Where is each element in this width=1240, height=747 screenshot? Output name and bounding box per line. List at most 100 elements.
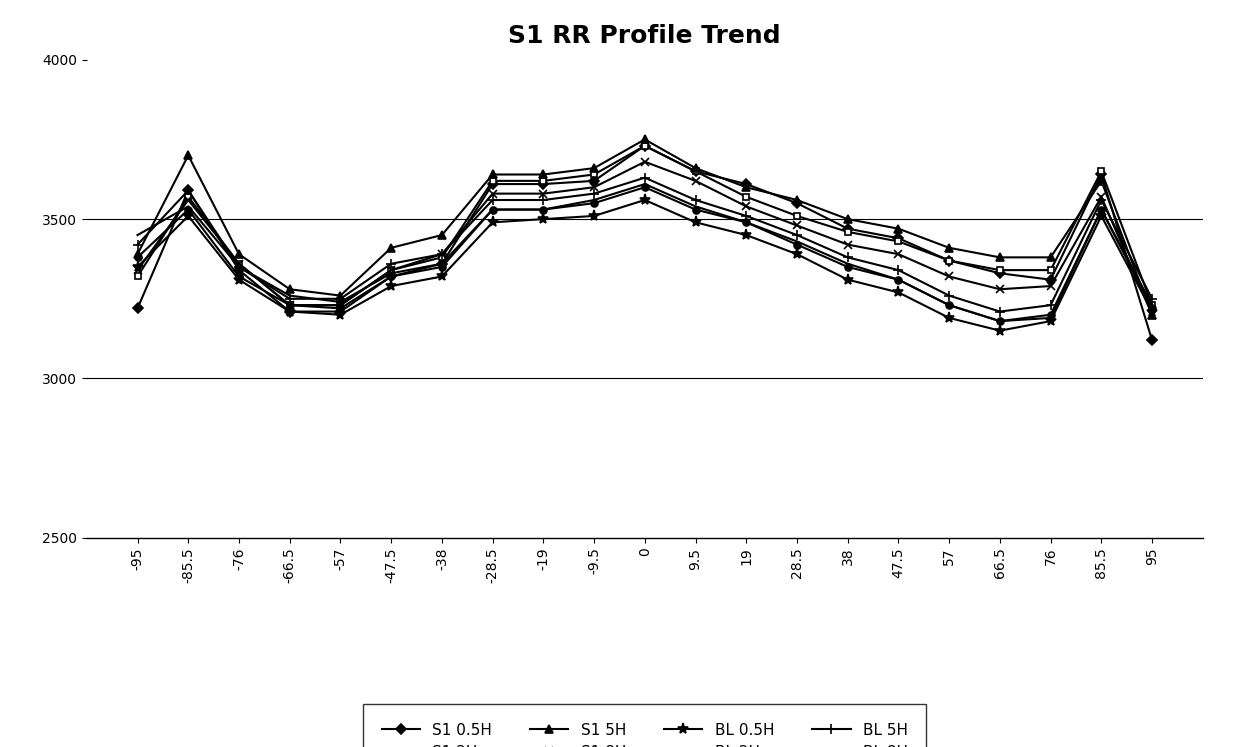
BL 8H — [383, 269, 398, 278]
S1 5H — [992, 253, 1007, 262]
S1 8H — [790, 221, 805, 230]
S1 0.5H — [1094, 170, 1109, 179]
BL 8H — [892, 275, 906, 284]
BL 5H — [485, 196, 500, 205]
S1 8H — [283, 301, 298, 310]
S1 2H — [283, 301, 298, 310]
BL 2H — [1043, 310, 1058, 319]
S1 2H — [992, 266, 1007, 275]
BL 8H — [283, 291, 298, 300]
BL 8H — [181, 202, 196, 211]
BL 0.5H — [283, 307, 298, 316]
S1 8H — [587, 183, 601, 192]
BL 0.5H — [587, 211, 601, 220]
BL 0.5H — [739, 231, 754, 240]
BL 2H — [1145, 304, 1159, 313]
BL 5H — [841, 253, 856, 262]
BL 8H — [1145, 301, 1159, 310]
S1 8H — [181, 196, 196, 205]
BL 8H — [434, 259, 449, 268]
S1 8H — [1043, 282, 1058, 291]
BL 2H — [283, 301, 298, 310]
BL 2H — [739, 218, 754, 227]
S1 8H — [841, 240, 856, 249]
S1 0.5H — [1043, 275, 1058, 284]
BL 8H — [232, 262, 247, 271]
BL 2H — [536, 205, 551, 214]
BL 5H — [739, 211, 754, 220]
Line: BL 5H: BL 5H — [133, 173, 1157, 317]
BL 5H — [1094, 196, 1109, 205]
S1 8H — [130, 266, 145, 275]
BL 0.5H — [841, 275, 856, 284]
BL 5H — [130, 240, 145, 249]
S1 0.5H — [130, 304, 145, 313]
S1 8H — [334, 301, 348, 310]
S1 5H — [334, 291, 348, 300]
S1 2H — [739, 192, 754, 201]
S1 5H — [1145, 310, 1159, 319]
S1 0.5H — [587, 176, 601, 185]
BL 0.5H — [688, 218, 703, 227]
S1 5H — [739, 183, 754, 192]
S1 0.5H — [485, 179, 500, 188]
S1 0.5H — [232, 266, 247, 275]
Line: BL 8H: BL 8H — [138, 184, 1152, 321]
Line: BL 2H: BL 2H — [134, 184, 1156, 325]
BL 2H — [841, 262, 856, 271]
BL 8H — [1094, 205, 1109, 214]
BL 5H — [688, 196, 703, 205]
BL 0.5H — [637, 196, 652, 205]
S1 8H — [637, 158, 652, 167]
BL 5H — [283, 294, 298, 303]
BL 2H — [434, 262, 449, 271]
S1 2H — [181, 192, 196, 201]
BL 5H — [1043, 301, 1058, 310]
S1 0.5H — [536, 179, 551, 188]
S1 5H — [941, 244, 956, 252]
S1 2H — [1145, 301, 1159, 310]
BL 2H — [485, 205, 500, 214]
S1 5H — [434, 231, 449, 240]
BL 2H — [587, 199, 601, 208]
S1 2H — [790, 211, 805, 220]
S1 5H — [283, 285, 298, 294]
BL 0.5H — [1145, 307, 1159, 316]
BL 0.5H — [130, 262, 145, 271]
BL 5H — [941, 291, 956, 300]
BL 8H — [790, 237, 805, 246]
S1 8H — [232, 259, 247, 268]
S1 8H — [739, 202, 754, 211]
BL 0.5H — [181, 211, 196, 220]
S1 2H — [587, 170, 601, 179]
S1 2H — [892, 237, 906, 246]
S1 8H — [688, 176, 703, 185]
S1 0.5H — [739, 179, 754, 188]
S1 2H — [383, 266, 398, 275]
BL 5H — [637, 173, 652, 182]
S1 8H — [941, 272, 956, 281]
Line: S1 0.5H: S1 0.5H — [134, 143, 1156, 344]
BL 0.5H — [232, 275, 247, 284]
Title: S1 RR Profile Trend: S1 RR Profile Trend — [508, 24, 781, 48]
BL 0.5H — [941, 314, 956, 323]
S1 8H — [892, 249, 906, 258]
S1 5H — [790, 196, 805, 205]
S1 5H — [536, 170, 551, 179]
BL 2H — [637, 183, 652, 192]
BL 5H — [232, 262, 247, 271]
S1 0.5H — [181, 186, 196, 195]
S1 8H — [1145, 310, 1159, 319]
BL 2H — [892, 275, 906, 284]
S1 5H — [485, 170, 500, 179]
S1 5H — [587, 164, 601, 173]
S1 2H — [941, 256, 956, 265]
S1 2H — [130, 272, 145, 281]
S1 5H — [892, 224, 906, 233]
S1 5H — [181, 151, 196, 160]
S1 5H — [130, 249, 145, 258]
BL 5H — [1145, 294, 1159, 303]
S1 0.5H — [790, 199, 805, 208]
S1 2H — [334, 301, 348, 310]
BL 5H — [587, 189, 601, 198]
